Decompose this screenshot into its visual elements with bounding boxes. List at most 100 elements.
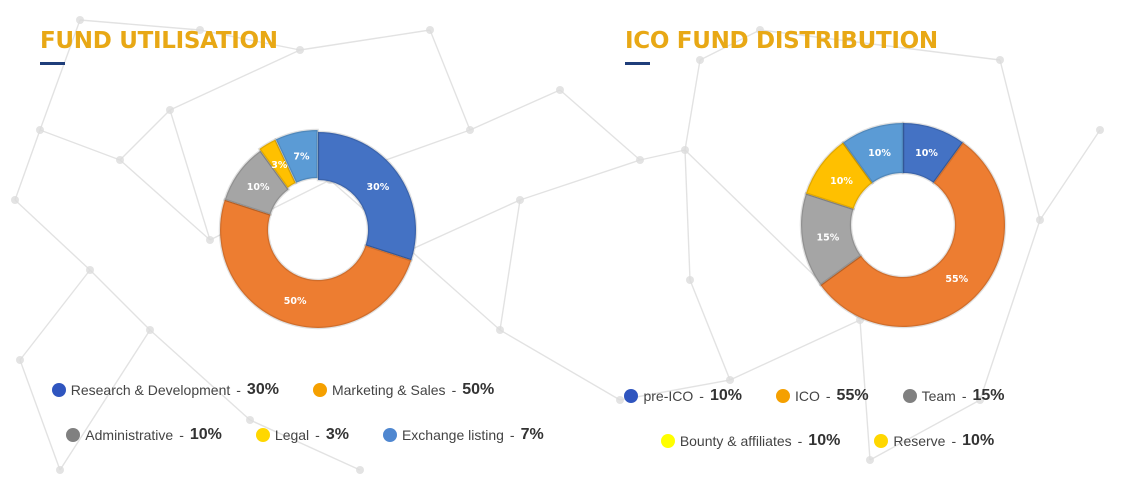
legend-item-ico: ICO - 55% — [775, 387, 869, 405]
network-line — [729, 319, 861, 381]
network-line — [999, 59, 1041, 221]
network-node — [76, 16, 84, 24]
network-line — [684, 59, 701, 151]
network-line — [299, 29, 431, 51]
donut-slice-ico — [818, 140, 1007, 329]
slice-label: 10% — [915, 148, 938, 159]
network-line — [14, 199, 91, 271]
legend-separator: - — [699, 388, 704, 404]
donut-slice-reserve — [841, 121, 905, 185]
network-node — [1096, 126, 1104, 134]
network-node — [866, 456, 874, 464]
legend-label: Reserve — [893, 433, 946, 449]
legend-dot — [902, 389, 917, 403]
slice-label: 50% — [284, 296, 307, 307]
network-node — [516, 196, 524, 204]
legend-separator: - — [951, 433, 957, 449]
network-line — [409, 249, 501, 331]
title-underline — [40, 62, 65, 65]
network-line — [19, 269, 91, 361]
network-line — [59, 329, 151, 471]
donut-slice-marketing-sales — [218, 198, 413, 330]
network-line — [19, 359, 61, 471]
network-line — [39, 19, 81, 131]
donut-slice-bounty-affiliates — [804, 140, 875, 211]
network-line — [429, 29, 471, 131]
network-line — [499, 329, 621, 401]
legend-row: Research & Development - 30% Marketing &… — [0, 381, 558, 399]
legend-separator: - — [236, 382, 241, 398]
network-line — [684, 149, 691, 281]
network-node — [356, 466, 364, 474]
legend-value: 10% — [709, 387, 742, 404]
legend-item-team: Team - 15% — [902, 387, 1005, 405]
legend-item-exchange-listing: Exchange listing - 7% — [382, 426, 544, 444]
network-line — [979, 219, 1041, 401]
network-line — [14, 129, 41, 201]
donut-slice-legal — [257, 137, 298, 190]
title-underline — [625, 62, 650, 65]
legend-separator: - — [509, 427, 515, 443]
legend-separator: - — [315, 427, 320, 443]
network-line — [79, 19, 201, 31]
legend-label: Marketing & Sales — [331, 382, 446, 398]
legend-value: 10% — [189, 426, 222, 443]
network-line — [859, 319, 871, 461]
legend-label: Administrative — [85, 427, 174, 443]
legend-item-research-development: Research & Development - 30% — [51, 381, 279, 399]
legend-value: 3% — [325, 426, 349, 443]
network-line — [699, 29, 761, 61]
donut-slice-research-development — [316, 130, 418, 262]
network-line — [1039, 129, 1101, 221]
legend-value: 30% — [246, 381, 279, 398]
network-node — [636, 156, 644, 164]
network-node — [696, 56, 704, 64]
network-node — [726, 376, 734, 384]
legend-value: 10% — [962, 432, 995, 449]
legend-row: Bounty & affiliates - 10% Reserve - 10% — [550, 432, 1105, 450]
network-node — [681, 146, 689, 154]
network-line — [199, 29, 301, 51]
network-line — [149, 329, 251, 421]
legend-label: Bounty & affiliates — [679, 433, 792, 449]
legend-value: 55% — [836, 387, 869, 404]
network-node — [296, 46, 304, 54]
ico-fund-distribution-panel: ICO FUND DISTRIBUTION 10% 55% 15% 10% 10% pr… — [585, 0, 1140, 495]
network-node — [246, 416, 254, 424]
slice-label: 7% — [293, 151, 310, 162]
legend-value: 50% — [462, 381, 495, 398]
legend-separator: - — [797, 433, 803, 449]
network-node — [146, 326, 154, 334]
slice-label: 10% — [247, 182, 270, 193]
network-node — [466, 126, 474, 134]
slice-label: 55% — [945, 274, 968, 285]
legend-label: Legal — [274, 427, 310, 443]
legend-label: Team — [921, 388, 956, 404]
legend-dot — [51, 383, 66, 397]
network-node — [976, 396, 984, 404]
network-line — [619, 379, 731, 401]
legend-dot — [660, 434, 675, 448]
network-line — [689, 279, 731, 381]
network-line — [499, 199, 521, 331]
legend-dot — [382, 428, 397, 442]
legend-item-reserve: Reserve - 10% — [874, 432, 994, 450]
network-line — [759, 29, 1001, 61]
network-node — [616, 396, 624, 404]
legend-dot — [255, 428, 270, 442]
legend-value: 10% — [808, 432, 841, 449]
network-node — [86, 266, 94, 274]
network-line — [169, 49, 301, 111]
ico-fund-distribution-title: ICO FUND DISTRIBUTION — [625, 28, 938, 54]
ico-fund-distribution-donut: 10% 55% 15% 10% 10% — [799, 121, 1007, 329]
legend-item-bounty-affiliates: Bounty & affiliates - 10% — [660, 432, 841, 450]
legend-item-pre-ico: pre-ICO - 10% — [624, 387, 742, 405]
network-node — [56, 466, 64, 474]
network-line — [169, 109, 211, 241]
slice-label: 10% — [868, 148, 891, 159]
legend-value: 7% — [520, 426, 544, 443]
network-line — [519, 159, 641, 201]
network-node — [756, 26, 764, 34]
legend-label: Research & Development — [70, 382, 231, 398]
